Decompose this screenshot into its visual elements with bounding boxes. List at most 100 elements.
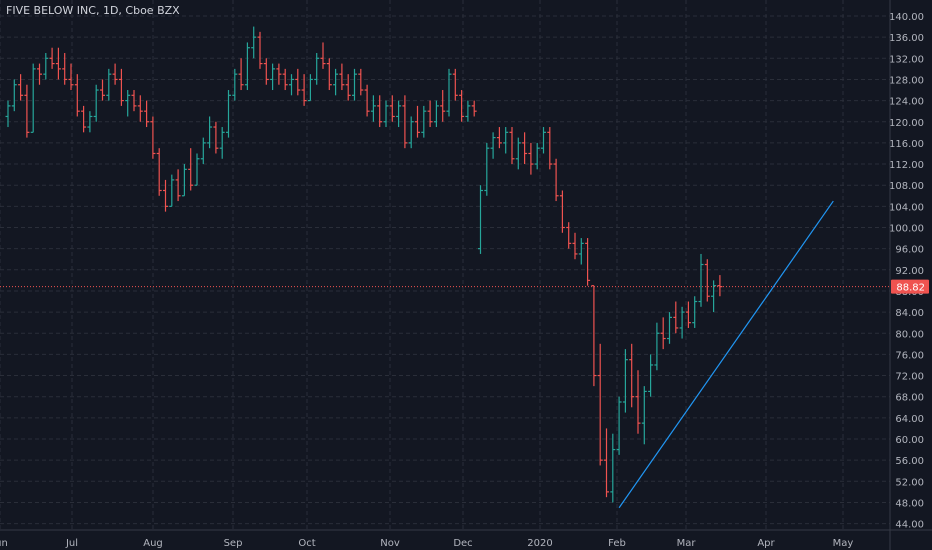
- ohlc-bar: [326, 58, 332, 91]
- ohlc-bar: [490, 132, 496, 159]
- ohlc-bar: [396, 100, 402, 128]
- last-price-badge: [891, 279, 929, 294]
- x-tick-label: Apr: [757, 538, 775, 549]
- ohlc-bar: [704, 259, 710, 302]
- chart-overlays: [0, 200, 890, 509]
- ohlc-bar: [263, 58, 269, 85]
- ohlc-bar: [188, 148, 194, 191]
- ohlc-bar: [131, 90, 137, 112]
- ohlc-bar: [547, 127, 553, 170]
- ohlc-bar: [496, 127, 502, 149]
- ohlc-bar: [692, 296, 698, 328]
- ohlc-bar: [81, 105, 87, 133]
- ohlc-bar: [213, 121, 219, 154]
- ohlc-bar: [528, 142, 534, 175]
- x-tick-label: Mar: [677, 538, 697, 549]
- ohlc-bar: [238, 58, 244, 91]
- y-tick-label: 60.00: [895, 435, 924, 446]
- ohlc-bar: [377, 95, 383, 128]
- ohlc-bar: [559, 190, 565, 233]
- ohlc-bar: [440, 90, 446, 122]
- ohlc-bar: [358, 68, 364, 96]
- ohlc-bar: [515, 137, 521, 170]
- ohlc-bar: [289, 74, 294, 96]
- ohlc-bar: [251, 26, 257, 59]
- y-tick-label: 72.00: [895, 372, 924, 383]
- y-tick-label: 124.00: [889, 97, 924, 108]
- ohlc-bar: [685, 301, 691, 328]
- ohlc-bar: [522, 132, 528, 165]
- y-tick-label: 104.00: [889, 202, 924, 213]
- y-tick-label: 92.00: [895, 266, 924, 277]
- ohlc-bar: [49, 47, 55, 69]
- y-tick-label: 108.00: [889, 181, 924, 192]
- y-tick-label: 100.00: [889, 224, 924, 235]
- ohlc-bar: [616, 396, 622, 455]
- ohlc-bar: [471, 100, 477, 117]
- ohlc-bar: [421, 105, 427, 138]
- ohlc-bar: [427, 100, 433, 128]
- ohlc-bar: [415, 105, 420, 138]
- last-price-label: 88.82: [896, 283, 925, 294]
- trend-line[interactable]: [618, 200, 834, 509]
- ohlc-bar: [200, 137, 206, 165]
- ohlc-bar: [333, 68, 339, 96]
- ohlc-bar: [276, 63, 282, 85]
- ohlc-bar: [541, 127, 546, 154]
- ohlc-bar: [68, 63, 74, 91]
- ohlc-bar: [383, 100, 389, 128]
- ohlc-bar: [635, 370, 641, 434]
- ohlc-bar: [345, 74, 351, 101]
- x-tick-label: Feb: [608, 538, 626, 549]
- ohlc-bar: [307, 74, 313, 102]
- y-tick-label: 52.00: [895, 477, 924, 488]
- ohlc-bar: [566, 222, 572, 249]
- ohlc-bar: [503, 127, 509, 154]
- ohlc-bar: [352, 68, 357, 101]
- ohlc-bar: [604, 428, 609, 498]
- y-tick-label: 48.00: [895, 498, 924, 509]
- time-axis[interactable]: Jun Jul Aug Sep Oct Nov Dec 2020 Feb Mar Apr May: [0, 529, 932, 549]
- ohlc-bar: [118, 68, 124, 106]
- ohlc-bar: [364, 84, 370, 117]
- ohlc-bar: [219, 127, 225, 159]
- chart-grid: [0, 0, 890, 530]
- x-tick-label: 2020: [527, 538, 552, 549]
- ohlc-bar: [408, 116, 414, 149]
- ohlc-bar: [314, 53, 320, 85]
- ohlc-bar: [679, 306, 685, 339]
- x-tick-label: Jul: [65, 538, 78, 549]
- ohlc-bar: [87, 111, 93, 133]
- y-tick-label: 84.00: [895, 308, 924, 319]
- ohlc-bar: [282, 68, 288, 91]
- ohlc-bar: [667, 312, 672, 344]
- ohlc-bar: [370, 95, 376, 122]
- ohlc-bar: [711, 280, 717, 313]
- ohlc-bar: [194, 153, 200, 186]
- ohlc-bar: [144, 100, 150, 128]
- ohlc-bar: [244, 42, 250, 91]
- y-tick-label: 68.00: [895, 393, 924, 404]
- y-tick-label: 56.00: [895, 456, 924, 467]
- ohlc-bar: [654, 322, 660, 371]
- ohlc-bar: [698, 253, 704, 307]
- ohlc-bar: [207, 116, 213, 149]
- price-axis[interactable]: 140.00 136.00 132.00 128.00 124.00 120.00 116.…: [889, 0, 929, 550]
- ohlc-bar: [446, 68, 452, 117]
- ohlc-bar: [112, 63, 118, 85]
- ohlc-bar: [125, 90, 131, 117]
- ohlc-bar: [339, 63, 345, 91]
- ohlc-bar: [585, 238, 591, 286]
- ohlc-bar: [433, 100, 439, 128]
- ohlc-bar: [452, 68, 458, 101]
- y-tick-label: 76.00: [895, 350, 924, 361]
- ohlc-bar: [55, 47, 61, 80]
- ohlc-bar: [270, 63, 276, 91]
- ohlc-bar: [629, 343, 635, 408]
- ohlc-bar: [673, 301, 679, 334]
- ohlc-bar: [106, 68, 112, 101]
- ohlc-bar: [232, 68, 238, 101]
- y-tick-label: 132.00: [889, 54, 924, 65]
- ohlc-bar: [622, 349, 628, 413]
